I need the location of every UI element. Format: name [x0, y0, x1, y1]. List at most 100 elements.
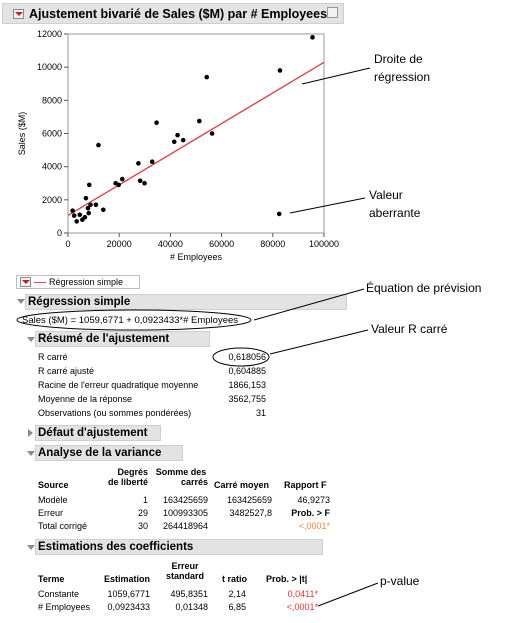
callout-outlier: Valeur aberrante	[369, 188, 421, 220]
anova-title: Analyse de la variance	[38, 447, 162, 459]
disclosure-icon[interactable]	[27, 451, 35, 456]
x-tick-label: 40000	[158, 239, 183, 249]
y-tick-label: 0	[57, 228, 62, 238]
anova-header[interactable]: Analyse de la variance	[35, 445, 183, 461]
lack-of-fit-title: Défaut d'ajustement	[38, 427, 148, 439]
summary-title: Résumé de l'ajustement	[38, 333, 170, 345]
summary-label: R carré ajusté	[38, 366, 95, 376]
y-tick-label: 6000	[42, 129, 62, 139]
report-title-bar: Ajustement bivarié de Sales ($M) par # E…	[2, 3, 344, 24]
summary-value: 31	[255, 408, 266, 418]
data-point	[101, 207, 106, 213]
coef-col-term: Terme	[38, 574, 65, 584]
summary-label: R carré	[38, 352, 68, 362]
coef-p: 0,0411*	[287, 589, 318, 599]
coefficients-title: Estimations des coefficients	[38, 541, 194, 553]
data-point	[74, 219, 80, 224]
data-point	[83, 195, 89, 201]
disclosure-icon[interactable]	[17, 299, 25, 304]
anova-df: 1	[142, 495, 148, 505]
data-point	[276, 211, 282, 217]
data-point	[171, 139, 177, 145]
data-point	[119, 176, 125, 182]
data-point	[70, 208, 75, 213]
callout-pvalue: p-value	[380, 574, 420, 588]
data-point	[96, 142, 101, 148]
regression-header[interactable]: Régression simple	[25, 294, 347, 310]
data-point	[277, 68, 283, 73]
coef-term: Constante	[38, 589, 80, 599]
x-tick-label: 60000	[209, 239, 234, 249]
data-point	[204, 74, 210, 80]
lack-of-fit-header[interactable]: Défaut d'ajustement	[35, 425, 161, 441]
data-point	[149, 159, 155, 164]
data-point	[209, 131, 215, 136]
data-point	[88, 202, 93, 208]
anova-col-source: Source	[38, 480, 69, 490]
legend-menu-icon[interactable]	[20, 277, 31, 287]
data-point	[175, 132, 180, 138]
x-tick-label: 0	[65, 239, 70, 249]
coef-est: 1059,6771	[107, 589, 150, 599]
data-point	[310, 35, 315, 40]
regression-line	[67, 61, 325, 217]
y-tick-label: 10000	[37, 62, 62, 72]
anova-df: 30	[137, 521, 148, 531]
coef-col-p: Prob. > |t|	[266, 574, 308, 584]
data-point	[197, 118, 202, 124]
anova-col-ms: Carré moyen	[214, 480, 270, 490]
y-axis-label: Sales ($M)	[17, 112, 27, 156]
summary-label: Racine de l'erreur quadratique moyenne	[38, 380, 199, 390]
data-point	[93, 202, 99, 208]
legend-box: Régression simple	[16, 275, 140, 289]
anova-ms: 3482527,8	[229, 508, 272, 518]
coef-t: 6,85	[228, 602, 246, 612]
disclosure-icon[interactable]	[28, 429, 33, 437]
disclosure-icon[interactable]	[27, 545, 35, 550]
anova-source: Total corrigé	[38, 521, 88, 531]
coef-col-t: t ratio	[222, 574, 248, 584]
coefficients-header[interactable]: Estimations des coefficients	[35, 539, 323, 555]
callout-rsq: Valeur R carré	[371, 322, 448, 336]
data-point	[154, 120, 159, 126]
y-tick-label: 4000	[42, 162, 62, 172]
anova-f: 46,9273	[297, 495, 330, 505]
anova-source: Modèle	[38, 495, 68, 505]
data-point	[86, 210, 92, 216]
callout-equation: Équation de prévision	[366, 281, 482, 295]
coef-col-se: Erreur standard	[165, 561, 204, 581]
collapse-icon[interactable]	[327, 7, 338, 18]
anova-ss: 100993305	[162, 508, 208, 518]
data-point	[82, 214, 88, 220]
summary-header[interactable]: Résumé de l'ajustement	[35, 331, 210, 347]
report-menu-icon[interactable]	[13, 9, 24, 19]
data-point	[116, 182, 121, 188]
disclosure-icon[interactable]	[27, 337, 35, 342]
summary-label: Observations (ou sommes pondérées)	[38, 408, 192, 418]
rsq-highlight	[212, 347, 270, 367]
coef-se: 495,8351	[170, 589, 208, 599]
y-tick-label: 8000	[42, 95, 62, 105]
anova-col-f: Rapport F	[284, 480, 327, 490]
coef-term: # Employees	[38, 602, 91, 612]
y-tick-label: 2000	[42, 195, 62, 205]
data-point	[77, 212, 83, 218]
anova-df: 29	[137, 508, 148, 518]
data-point	[71, 213, 77, 218]
x-tick-label: 100000	[309, 239, 339, 249]
data-point	[142, 180, 147, 186]
data-point	[180, 137, 186, 143]
scatter-plot: 0 2000 4000 6000 8000 10000 12000 0 20000 40000 60…	[17, 29, 339, 262]
data-point	[86, 182, 92, 188]
plot-frame	[67, 33, 325, 234]
anova-ss: 163425659	[162, 495, 208, 505]
x-tick-label: 20000	[107, 239, 132, 249]
anova-col-df: Degrés de liberté	[107, 467, 148, 487]
anova-source: Erreur	[38, 508, 64, 518]
coef-p: <,0001*	[286, 602, 318, 612]
summary-value: 3562,755	[228, 394, 266, 404]
summary-value: 1866,153	[228, 380, 266, 390]
anova-prob-f-label: Prob. > F	[291, 508, 330, 518]
regression-equation: Sales ($M) = 1059,6771 + 0,0923433*# Emp…	[22, 315, 239, 326]
